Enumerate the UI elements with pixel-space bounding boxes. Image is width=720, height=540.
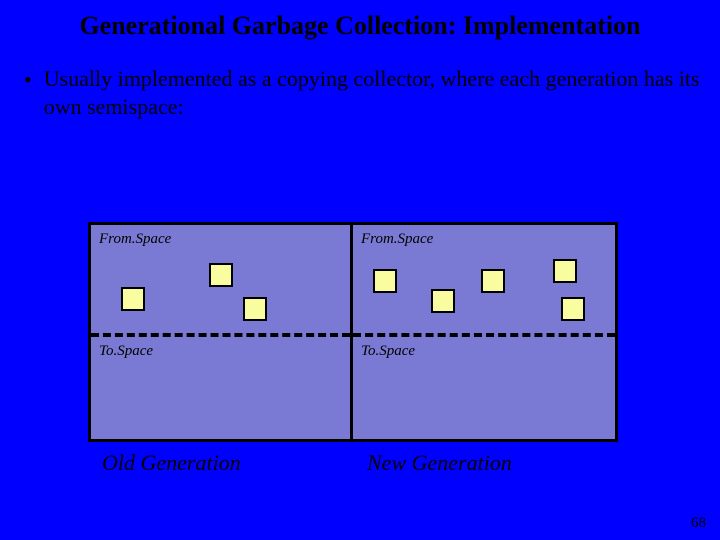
- semispace-divider: [91, 333, 350, 337]
- generation-label: New Generation: [353, 450, 618, 476]
- heap-object: [481, 269, 505, 293]
- heap-object: [243, 297, 267, 321]
- from-space-label: From.Space: [361, 231, 433, 248]
- from-space-label: From.Space: [99, 231, 171, 248]
- heap-object: [553, 259, 577, 283]
- semispace-divider: [353, 333, 615, 337]
- generation-label: Old Generation: [88, 450, 353, 476]
- heap-object: [121, 287, 145, 311]
- generation-panel: From.Space To.Space: [353, 222, 618, 442]
- to-space-label: To.Space: [99, 343, 153, 360]
- to-space-label: To.Space: [361, 343, 415, 360]
- semispace-diagram: From.Space To.Space From.Space To.Space Old…: [88, 222, 618, 476]
- slide-title: Generational Garbage Collection: Impleme…: [0, 0, 720, 41]
- heap-object: [561, 297, 585, 321]
- generation-panel: From.Space To.Space: [88, 222, 353, 442]
- bullet-item: • Usually implemented as a copying colle…: [0, 41, 720, 120]
- bullet-marker: •: [24, 69, 32, 91]
- heap-object: [373, 269, 397, 293]
- bullet-text: Usually implemented as a copying collect…: [44, 65, 700, 120]
- heap-object: [209, 263, 233, 287]
- heap-object: [431, 289, 455, 313]
- page-number: 68: [691, 515, 706, 532]
